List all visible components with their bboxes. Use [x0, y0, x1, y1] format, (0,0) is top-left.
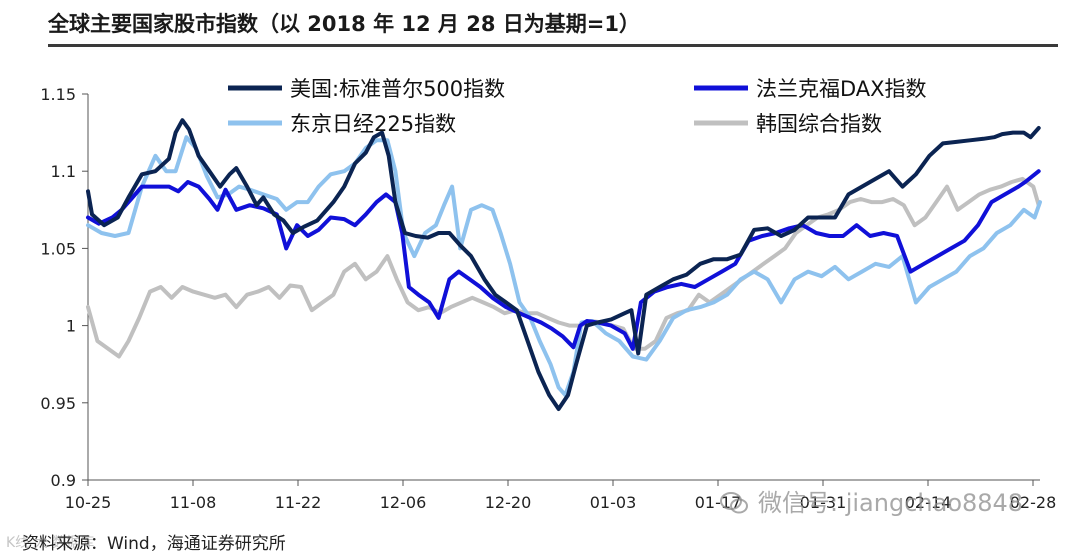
- x-tick-label: 12-06: [380, 493, 427, 512]
- source-note: 资料来源：Wind，海通证券研究所: [22, 534, 286, 554]
- title-underline: [48, 44, 1058, 47]
- legend-label: 美国:标准普尔500指数: [290, 77, 505, 101]
- chart-title: 全球主要国家股市指数（以 2018 年 12 月 28 日为基期=1）: [48, 12, 640, 36]
- series-line-4: [86, 176, 1041, 359]
- series-layer: [86, 118, 1042, 411]
- x-tick-label: 11-08: [170, 493, 217, 512]
- x-tick-label: 02-14: [905, 493, 952, 512]
- series-line-2: [86, 169, 1041, 351]
- series-line-1: [86, 118, 1041, 411]
- y-tick-label: 1.1: [51, 162, 76, 181]
- x-tick-label: 01-17: [695, 493, 742, 512]
- x-tick-label: 12-20: [485, 493, 532, 512]
- x-tick-label: 01-03: [590, 493, 637, 512]
- y-tick-label: 1.15: [40, 85, 76, 104]
- y-tick-label: 0.9: [51, 471, 76, 490]
- legend-label: 东京日经225指数: [290, 112, 456, 136]
- wechat-icon: [720, 492, 748, 514]
- y-tick-label: 0.95: [40, 394, 76, 413]
- watermark: 微信号: jiangchao8848: [720, 483, 1023, 518]
- y-tick-label: 1: [66, 317, 76, 336]
- x-tick-label: 02-28: [1010, 493, 1057, 512]
- corner-watermark: K线 大 数据库: [6, 535, 95, 551]
- x-tick-label: 11-22: [275, 493, 322, 512]
- x-tick-label: 01-31: [800, 493, 847, 512]
- legend-label: 法兰克福DAX指数: [756, 77, 927, 101]
- y-tick-label: 1.05: [40, 239, 76, 258]
- legend-label: 韩国综合指数: [756, 112, 882, 136]
- chart-axes: 0.9 0.95 1 1.05 1.1 1.15 10-25 11-08 11-22 12-06 1…: [40, 85, 1056, 512]
- x-tick-label: 10-25: [65, 493, 112, 512]
- watermark-text: 微信号: jiangchao8848: [758, 489, 1024, 517]
